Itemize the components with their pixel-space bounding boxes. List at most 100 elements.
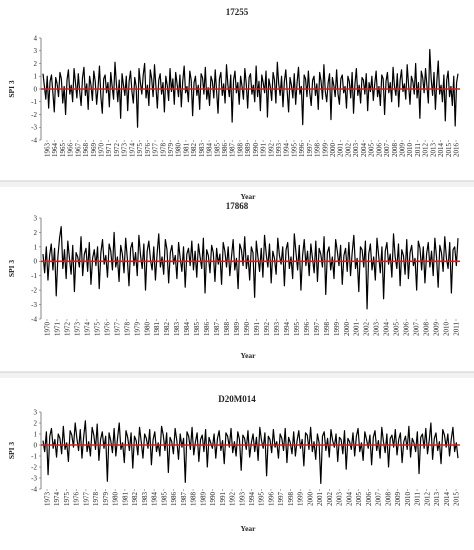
x-tick-label: 1973 bbox=[121, 143, 129, 158]
x-tick-label: 1966 bbox=[67, 143, 75, 158]
x-tick-label: 1992 bbox=[229, 492, 237, 507]
x-axis-label: Year bbox=[241, 351, 257, 360]
y-tick-label: -4 bbox=[31, 315, 37, 323]
x-tick-label: 2010 bbox=[406, 143, 414, 158]
y-tick-label: 2 bbox=[34, 60, 38, 68]
x-tick-label: 1992 bbox=[263, 322, 271, 337]
x-tick-label: 1964 bbox=[51, 143, 59, 158]
x-tick-label: 2011 bbox=[453, 322, 461, 336]
panel-separator bbox=[0, 372, 474, 378]
y-tick-label: -4 bbox=[31, 485, 37, 493]
x-tick-label: 1996 bbox=[303, 322, 311, 337]
x-tick-label: 2007 bbox=[413, 322, 421, 337]
x-tick-label: 1972 bbox=[63, 322, 71, 337]
x-tick-label: 1969 bbox=[90, 143, 98, 158]
x-tick-label: 2012 bbox=[423, 492, 431, 507]
y-tick-label: 2 bbox=[34, 229, 38, 237]
x-tick-label: 1974 bbox=[83, 322, 91, 337]
x-tick-label: 2005 bbox=[393, 322, 401, 337]
x-tick-label: 1991 bbox=[219, 492, 227, 507]
y-tick-label: -2 bbox=[31, 287, 37, 295]
x-tick-label: 1976 bbox=[103, 322, 111, 337]
y-tick-label: -4 bbox=[31, 136, 37, 144]
y-axis-label: SPI 3 bbox=[7, 80, 16, 98]
x-tick-label: 2000 bbox=[306, 492, 314, 507]
x-tick-label: 1994 bbox=[283, 322, 291, 337]
x-tick-label: 2015 bbox=[445, 143, 453, 158]
x-tick-label: 1994 bbox=[248, 492, 256, 507]
x-tick-label: 1979 bbox=[133, 322, 141, 337]
x-tick-label: 2005 bbox=[355, 492, 363, 507]
x-tick-label: 1986 bbox=[221, 143, 229, 158]
x-tick-label: 2005 bbox=[368, 143, 376, 158]
x-tick-label: 1979 bbox=[167, 143, 175, 158]
x-tick-label: 1973 bbox=[73, 322, 81, 337]
chart-title: 17255 bbox=[226, 7, 249, 17]
x-tick-label: 1984 bbox=[206, 143, 214, 158]
panel-separator bbox=[0, 181, 474, 187]
x-tick-label: 1997 bbox=[313, 322, 321, 337]
x-tick-label: 1987 bbox=[213, 322, 221, 337]
x-tick-label: 1972 bbox=[113, 143, 121, 158]
y-axis-label: SPI 3 bbox=[7, 442, 16, 460]
y-axis-label: SPI 3 bbox=[7, 260, 16, 278]
y-tick-label: 0 bbox=[34, 85, 38, 93]
x-tick-label: 1983 bbox=[198, 143, 206, 158]
x-tick-label: 1999 bbox=[333, 322, 341, 337]
x-tick-label: 1977 bbox=[82, 492, 90, 507]
x-tick-label: 1994 bbox=[283, 143, 291, 158]
x-tick-label: 1993 bbox=[273, 322, 281, 337]
x-tick-label: 1987 bbox=[229, 143, 237, 158]
x-tick-label: 1998 bbox=[314, 143, 322, 158]
x-tick-label: 1973 bbox=[44, 492, 52, 507]
x-tick-label: 2014 bbox=[443, 492, 451, 507]
x-tick-label: 1974 bbox=[128, 143, 136, 158]
x-axis-label: Year bbox=[241, 192, 257, 201]
x-tick-label: 1991 bbox=[260, 143, 268, 158]
x-tick-label: 1987 bbox=[180, 492, 188, 507]
y-tick-label: 1 bbox=[34, 430, 38, 438]
x-tick-label: 1990 bbox=[252, 143, 260, 158]
x-tick-label: 2001 bbox=[316, 492, 324, 507]
x-tick-label: 1970 bbox=[44, 322, 52, 337]
x-tick-label: 1993 bbox=[238, 492, 246, 507]
y-tick-label: 1 bbox=[34, 243, 38, 251]
x-tick-label: 1996 bbox=[267, 492, 275, 507]
x-tick-label: 1988 bbox=[190, 492, 198, 507]
x-tick-label: 2003 bbox=[336, 492, 344, 507]
x-tick-label: 1982 bbox=[131, 492, 139, 507]
x-tick-label: 2010 bbox=[443, 322, 451, 337]
x-tick-label: 1980 bbox=[143, 322, 151, 337]
x-tick-label: 1977 bbox=[113, 322, 121, 337]
x-tick-label: 1988 bbox=[223, 322, 231, 337]
x-tick-label: 1989 bbox=[244, 143, 252, 158]
x-tick-label: 1977 bbox=[152, 143, 160, 158]
x-tick-label: 1974 bbox=[53, 492, 61, 507]
x-tick-label: 1996 bbox=[298, 143, 306, 158]
x-tick-label: 2004 bbox=[345, 492, 353, 507]
spi-series-line bbox=[42, 226, 459, 310]
y-tick-label: 3 bbox=[34, 408, 38, 416]
x-tick-label: 1982 bbox=[163, 322, 171, 337]
x-tick-label: 1976 bbox=[144, 143, 152, 158]
x-tick-label: 2010 bbox=[404, 492, 412, 507]
x-tick-label: 1978 bbox=[92, 492, 100, 507]
x-tick-label: 1981 bbox=[121, 492, 129, 507]
x-tick-label: 1970 bbox=[98, 143, 106, 158]
x-axis-label: Year bbox=[241, 524, 257, 533]
y-tick-label: -2 bbox=[31, 463, 37, 471]
x-tick-label: 1983 bbox=[141, 492, 149, 507]
x-tick-label: 2000 bbox=[329, 143, 337, 158]
x-tick-label: 1978 bbox=[159, 143, 167, 158]
x-tick-label: 1971 bbox=[53, 322, 61, 337]
x-tick-label: 1976 bbox=[73, 492, 81, 507]
x-tick-label: 2000 bbox=[343, 322, 351, 337]
x-tick-label: 2008 bbox=[384, 492, 392, 507]
x-tick-label: 1988 bbox=[236, 143, 244, 158]
x-tick-label: 2007 bbox=[375, 492, 383, 507]
x-tick-label: 2002 bbox=[326, 492, 334, 507]
x-tick-label: 1965 bbox=[59, 143, 67, 158]
x-tick-label: 1985 bbox=[213, 143, 221, 158]
x-tick-label: 2008 bbox=[391, 143, 399, 158]
